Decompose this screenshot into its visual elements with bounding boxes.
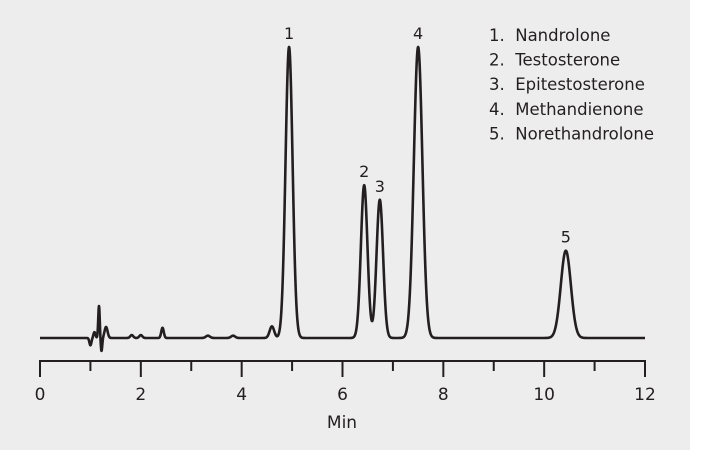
legend: 1. Nandrolone 2. Testosterone 3. Epitestos… [489,26,654,143]
tick-label: 8 [438,385,449,405]
tick-label: 10 [533,385,555,405]
x-axis-title: Min [327,413,357,433]
tick-label: 2 [135,385,146,405]
chromatogram-trace [38,45,647,353]
peak-label-5: 5 [561,228,571,247]
peak-label-3: 3 [375,177,385,196]
peak-label-1: 1 [284,24,294,43]
trace-line [38,45,647,353]
tick-label: 4 [236,385,247,405]
x-axis: 0 2 4 6 8 10 12 [35,360,656,405]
legend-item: 3. Epitestosterone [489,75,645,94]
tick-label: 12 [634,385,656,405]
tick-label: 6 [337,385,348,405]
peak-label-2: 2 [359,162,369,181]
peak-label-4: 4 [413,24,423,43]
legend-item: 5. Norethandrolone [489,124,654,143]
legend-item: 1. Nandrolone [489,26,610,45]
chart-panel [0,0,690,450]
legend-item: 4. Methandienone [489,100,644,119]
tick-label: 0 [35,385,46,405]
legend-item: 2. Testosterone [489,51,620,70]
